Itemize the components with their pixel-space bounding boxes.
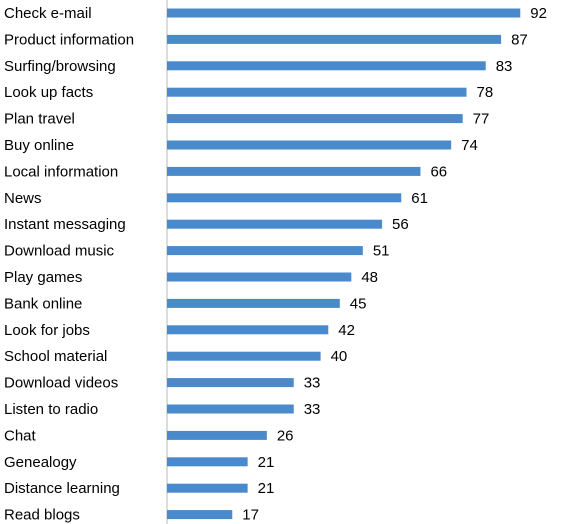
- bar: [167, 352, 321, 361]
- chart-row: Genealogy 21: [4, 454, 274, 471]
- chart-row: Read blogs 17: [4, 507, 259, 524]
- value-label: 92: [530, 5, 547, 22]
- chart-row: Product information 87: [4, 31, 528, 48]
- value-label: 33: [304, 375, 321, 392]
- bar: [167, 193, 401, 202]
- category-label: Local information: [4, 163, 118, 180]
- value-label: 66: [430, 163, 447, 180]
- chart-row: Distance learning 21: [4, 480, 274, 497]
- value-label: 17: [242, 507, 259, 524]
- category-label: Instant messaging: [4, 216, 126, 233]
- value-label: 74: [461, 137, 478, 154]
- bar: [167, 431, 267, 440]
- chart-row: News 61: [4, 190, 428, 207]
- bar: [167, 457, 248, 466]
- chart-row: Instant messaging 56: [4, 216, 409, 233]
- value-label: 42: [338, 322, 355, 339]
- value-label: 77: [473, 111, 490, 128]
- category-label: Buy online: [4, 137, 74, 154]
- chart-row: Plan travel 77: [4, 111, 489, 128]
- category-label: Product information: [4, 31, 134, 48]
- category-label: News: [4, 190, 42, 207]
- bar: [167, 273, 351, 282]
- bar: [167, 405, 294, 414]
- value-label: 21: [258, 454, 275, 471]
- category-label: Check e-mail: [4, 5, 92, 22]
- chart-row: Buy online 74: [4, 137, 478, 154]
- value-label: 83: [496, 58, 513, 75]
- bar: [167, 325, 328, 334]
- category-label: Read blogs: [4, 507, 80, 524]
- bar: [167, 9, 520, 18]
- value-label: 48: [361, 269, 378, 286]
- chart-row: Local information 66: [4, 163, 447, 180]
- value-label: 33: [304, 401, 321, 418]
- category-label: Distance learning: [4, 480, 120, 497]
- category-label: Listen to radio: [4, 401, 98, 418]
- value-label: 61: [411, 190, 428, 207]
- value-label: 26: [277, 427, 294, 444]
- chart-row: Download music 51: [4, 243, 390, 260]
- bar: [167, 299, 340, 308]
- category-label: Genealogy: [4, 454, 77, 471]
- category-label: Download music: [4, 243, 115, 260]
- category-label: Look up facts: [4, 84, 93, 101]
- chart-row: Play games 48: [4, 269, 378, 286]
- bar: [167, 484, 248, 493]
- chart-row: Download videos 33: [4, 375, 320, 392]
- value-label: 78: [477, 84, 494, 101]
- chart-row: Check e-mail 92: [4, 5, 547, 22]
- chart-row: Chat 26: [4, 427, 294, 444]
- bar: [167, 88, 467, 97]
- category-label: Bank online: [4, 295, 82, 312]
- bar: [167, 510, 232, 519]
- category-label: Chat: [4, 427, 37, 444]
- value-label: 87: [511, 31, 528, 48]
- category-label: Surfing/browsing: [4, 58, 116, 75]
- bar: [167, 141, 451, 150]
- chart-row: Surfing/browsing 83: [4, 58, 512, 75]
- value-label: 45: [350, 295, 367, 312]
- bar: [167, 35, 501, 44]
- category-label: Look for jobs: [4, 322, 90, 339]
- bar: [167, 167, 420, 176]
- value-label: 21: [258, 480, 275, 497]
- bar: [167, 378, 294, 387]
- bar: [167, 246, 363, 255]
- category-label: Play games: [4, 269, 82, 286]
- chart-row: Listen to radio 33: [4, 401, 320, 418]
- value-label: 51: [373, 243, 390, 260]
- category-label: Download videos: [4, 375, 118, 392]
- chart-row: Look up facts 78: [4, 84, 493, 101]
- category-label: Plan travel: [4, 111, 75, 128]
- value-label: 40: [331, 348, 348, 365]
- chart-row: Look for jobs 42: [4, 322, 355, 339]
- category-label: School material: [4, 348, 107, 365]
- bar: [167, 61, 486, 70]
- chart-rows: Check e-mail 92 Product information 87 Surfi…: [4, 5, 547, 524]
- chart-row: Bank online 45: [4, 295, 366, 312]
- bar: [167, 220, 382, 229]
- value-label: 56: [392, 216, 409, 233]
- chart-row: School material 40: [4, 348, 347, 365]
- bar: [167, 114, 463, 123]
